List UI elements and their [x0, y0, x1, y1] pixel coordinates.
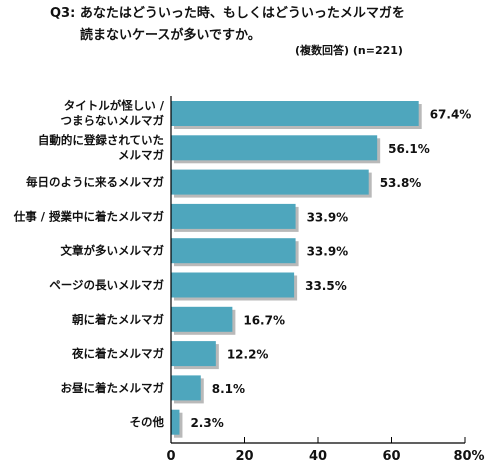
x-tick-label: 20: [235, 449, 253, 464]
bar: [171, 135, 378, 161]
bar: [171, 169, 369, 195]
bar: [171, 409, 180, 435]
x-tick-label: 40: [309, 449, 327, 464]
bar: [171, 375, 201, 401]
value-label: 53.8%: [380, 176, 422, 190]
sample-note: (複数回答) (n=221): [295, 44, 403, 57]
value-label: 8.1%: [212, 382, 245, 396]
bar: [171, 203, 296, 229]
value-label: 56.1%: [388, 142, 430, 156]
chart-title-line2: 読まないケースが多いですか。: [80, 28, 261, 43]
bar: [171, 306, 233, 332]
value-label: 33.5%: [305, 279, 347, 293]
value-label: 67.4%: [430, 108, 472, 122]
bar: [171, 272, 295, 298]
category-label: 文章が多いメルマガ: [61, 244, 165, 258]
category-label: 仕事 / 授業中に着たメルマガ: [13, 209, 165, 223]
x-tick-label: 60: [382, 449, 400, 464]
x-tick-label: 80%: [453, 449, 484, 464]
x-tick-label: 0: [166, 449, 175, 464]
category-label: その他: [130, 415, 165, 429]
category-label: 毎日のように来るメルマガ: [26, 175, 164, 189]
value-label: 33.9%: [307, 245, 349, 259]
bar: [171, 341, 216, 367]
category-label: タイトルが怪しい /: [64, 99, 165, 113]
category-label: 朝に着たメルマガ: [72, 312, 164, 326]
category-label: メルマガ: [118, 148, 164, 162]
value-label: 2.3%: [190, 416, 223, 430]
chart-title-line1: Q3: あなたはどういった時、もしくはどういったメルマガを: [50, 6, 405, 21]
category-label: 自動的に登録されていた: [38, 133, 164, 147]
category-label: 夜に着たメルマガ: [71, 347, 164, 361]
value-label: 33.9%: [307, 210, 349, 224]
bar: [171, 101, 419, 126]
category-label: お昼に着たメルマガ: [61, 381, 165, 395]
value-label: 16.7%: [243, 313, 285, 327]
category-label: つまらないメルマガ: [61, 114, 165, 128]
value-label: 12.2%: [227, 348, 269, 362]
category-label: ページの長いメルマガ: [49, 278, 164, 292]
bar: [171, 238, 296, 264]
